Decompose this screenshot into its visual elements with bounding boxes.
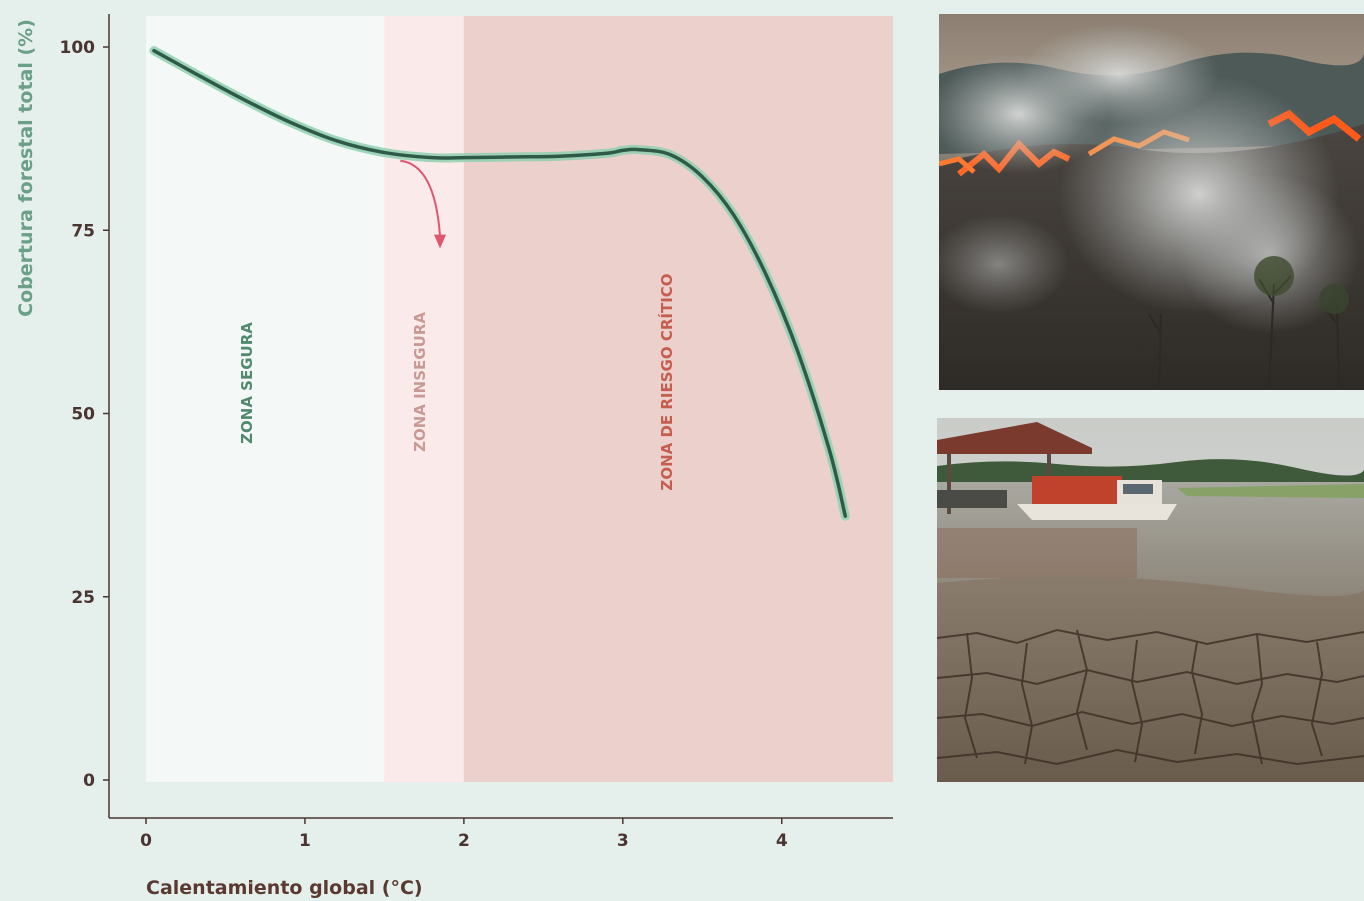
zone-band [146,16,385,782]
x-tick-label: 1 [299,831,311,851]
y-tick-label: 75 [71,221,95,241]
zone-band [463,16,893,782]
y-tick-label: 25 [71,588,95,608]
series-line [152,48,848,518]
x-tick-label: 4 [776,831,788,851]
y-tick-label: 50 [71,405,95,425]
dry-riverbed-photo [937,418,1364,782]
y-tick-label: 0 [83,771,95,791]
x-axis-title: Calentamiento global (°C) [146,877,423,899]
annotation-arrow [400,159,442,237]
y-tick-label: 100 [60,38,96,58]
chart: ZONA SEGURA ZONA INSEGURA ZONA DE RIESGO C… [15,14,893,899]
zone-label: ZONA SEGURA [238,322,256,444]
zone-label: ZONA DE RIESGO CRÍTICO [657,273,676,490]
zone-label: ZONA INSEGURA [411,312,429,452]
forest-fire-photo [939,14,1364,390]
y-axis-title: Cobertura forestal total (%) [15,19,37,317]
x-tick-label: 3 [617,831,629,851]
zone-band [384,16,464,782]
x-tick-label: 0 [140,831,152,851]
x-tick-label: 2 [458,831,470,851]
annotation-arrowhead [434,234,447,249]
